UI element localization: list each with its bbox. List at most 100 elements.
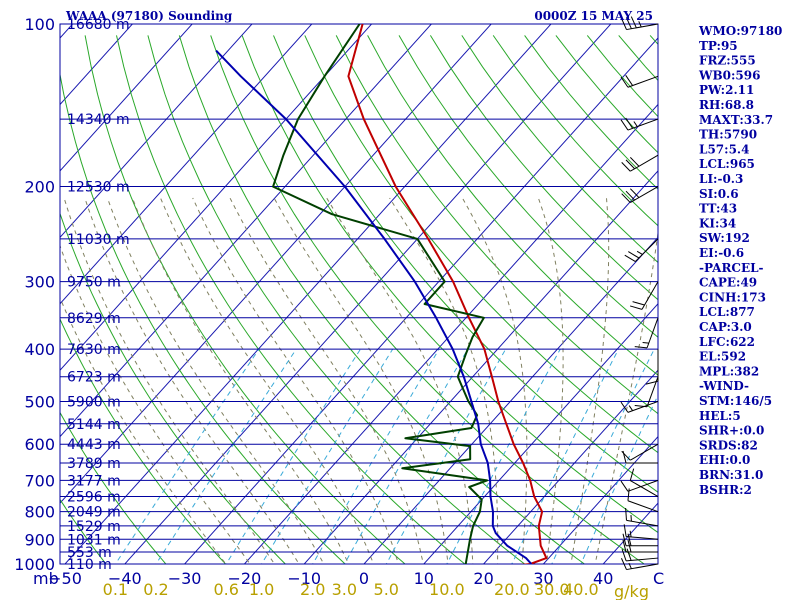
wind-barb-flag [621, 193, 631, 203]
wind-barb-half-flag [628, 562, 632, 569]
wind-barb-staff [626, 23, 659, 31]
height-label: 8629 m [67, 311, 121, 327]
wind-barb-half-flag [642, 342, 649, 344]
isotherm-line [60, 24, 492, 504]
wind-barb-staff [630, 154, 659, 172]
sounding-index: BSHR:2 [699, 483, 752, 497]
height-label: 16680 m [67, 17, 130, 33]
height-label: 5900 m [67, 394, 121, 410]
dry-adiabat-line [60, 71, 346, 564]
mixing-ratio-line [551, 348, 655, 564]
sounding-index: LCL:877 [699, 305, 755, 319]
wind-barb-flag [625, 507, 627, 521]
sounding-index: HEL:5 [699, 409, 741, 423]
sounding-index: SI:0.6 [699, 187, 739, 201]
wind-barb [622, 533, 658, 547]
sounding-index: LFC:622 [699, 335, 755, 349]
pressure-axis: 100 200 300 400 500 600 700 800 900 1000 [14, 15, 55, 574]
wind-barb [620, 16, 659, 31]
wind-barb-staff [626, 557, 659, 562]
chart-timestamp: 0000Z 15 MAY 25 [534, 9, 653, 23]
wind-barb-staff [646, 317, 659, 349]
dry-adiabat-line [60, 498, 107, 564]
wind-barb-staff [626, 519, 659, 527]
height-labels: 16680 m 14340 m 12530 m 11030 m 9750 m 8629 m… [67, 17, 130, 573]
pressure-tick-label: 100 [24, 15, 55, 34]
wind-barb-flag [620, 18, 627, 30]
dry-adiabat-line [60, 211, 287, 564]
sounding-index: EHI:0.0 [699, 453, 750, 467]
sounding-index: PW:2.11 [699, 83, 754, 97]
mixing-ratio-line [580, 394, 658, 564]
dry-adiabat-line [335, 35, 658, 415]
sounding-index: EL:592 [699, 350, 746, 364]
pressure-tick-label: 800 [24, 503, 55, 522]
moist-adiabat-line [106, 197, 325, 564]
height-label: 3177 m [67, 473, 121, 489]
height-label: 3789 m [67, 456, 121, 472]
isotherm-line [60, 24, 433, 438]
moist-adiabat-line [84, 197, 300, 564]
sounding-index: LI:-0.3 [699, 172, 743, 186]
height-label: 1031 m [67, 532, 121, 548]
sounding-index: CAPE:49 [699, 276, 757, 290]
wind-barb-flag [634, 405, 648, 408]
moist-adiabat-line [570, 197, 610, 564]
wind-barb [629, 281, 659, 310]
dry-adiabat-line [116, 35, 466, 564]
dry-adiabat-line [429, 35, 658, 301]
isotherm-line [303, 170, 658, 564]
sounding-index: TP:95 [699, 39, 738, 53]
mixing-ratio-lines [114, 348, 658, 564]
mixing-ratio-line [225, 348, 361, 564]
temperature-tick-label: 20 [473, 569, 493, 588]
sounding-index: MPL:382 [699, 364, 759, 378]
pressure-tick-label: 400 [24, 340, 55, 359]
wind-barb-half-flag [628, 405, 634, 411]
pressure-tick-label: 700 [24, 471, 55, 490]
wind-barb-flag [620, 401, 629, 413]
wind-barb [622, 450, 658, 464]
moist-adiabat-line [192, 197, 399, 564]
dry-adiabat-line [304, 35, 658, 454]
sounding-index: BRN:31.0 [699, 468, 763, 482]
wind-barb-staff [627, 75, 659, 88]
height-label: 1529 m [67, 519, 121, 535]
wind-barb-flag [624, 254, 636, 262]
wind-barb-staff [630, 480, 659, 497]
sounding-index: MAXT:33.7 [699, 113, 773, 127]
sounding-index: CAP:3.0 [699, 320, 752, 334]
pressure-tick-label: 300 [24, 273, 55, 292]
wind-barb-staff [627, 400, 659, 413]
sounding-series [215, 24, 548, 564]
wind-barb-flag [629, 157, 640, 167]
wind-barb-flag [621, 548, 627, 562]
wind-barb-flag [620, 558, 627, 570]
wind-barb-staff [641, 281, 659, 310]
height-label: 553 m [67, 545, 112, 561]
wind-barb-staff [626, 563, 659, 571]
wind-barb [625, 507, 659, 527]
moist-adiabat-line [63, 197, 276, 564]
isotherm-line [243, 103, 658, 564]
mixing-ratio-line [343, 348, 469, 564]
wind-barb [621, 154, 659, 172]
isotherm-line [482, 369, 658, 564]
mixing-ratio-label: 0.2 [143, 580, 168, 599]
mixing-ratio-line [312, 348, 440, 564]
wind-barb-flag [627, 488, 630, 501]
sounding-indices-panel: WMO:97180TP:95FRZ:555WB0:596PW:2.11RH:68… [698, 24, 782, 497]
height-label: 9750 m [67, 275, 121, 291]
height-label: 2049 m [67, 505, 121, 521]
temperature-tick-label: 10 [414, 569, 434, 588]
wind-barb-flag [629, 188, 640, 198]
wind-barb-half-flag [636, 250, 643, 255]
temperature-tick-label: 40 [593, 569, 613, 588]
height-label: 7630 m [67, 342, 121, 358]
isotherm-line [60, 24, 313, 305]
sounding-index: -WIND- [699, 379, 749, 393]
wind-barb [621, 186, 659, 203]
wind-barb [624, 238, 659, 262]
parcel-line [215, 49, 533, 564]
moist-adiabat-line [273, 197, 449, 564]
